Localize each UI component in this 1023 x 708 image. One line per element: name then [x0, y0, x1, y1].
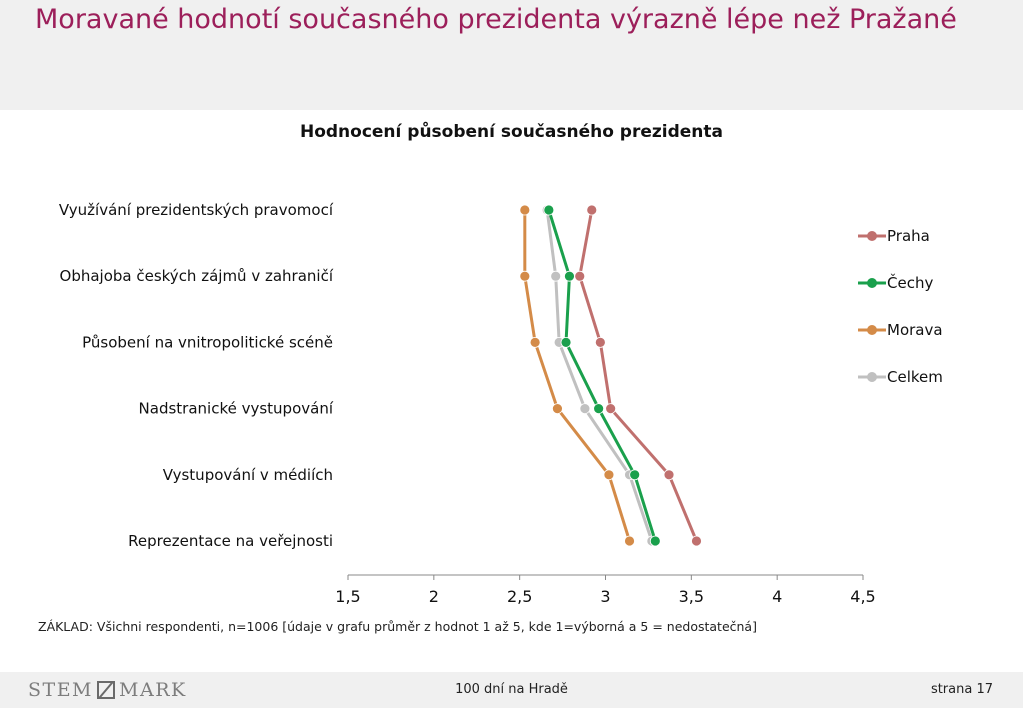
category-label: Reprezentace na veřejnosti [128, 532, 333, 550]
logo-slash-icon [97, 681, 116, 699]
data-point-morava [552, 403, 563, 415]
footer-band: STEM MARK 100 dní na Hradě strana 17 [0, 672, 1023, 708]
footer-caption: 100 dní na Hradě [455, 682, 568, 697]
category-label: Využívání prezidentských pravomocí [59, 201, 334, 219]
header-band: Moravané hodnotí současného prezidenta v… [0, 0, 1023, 110]
legend-label: Morava [887, 321, 943, 339]
data-point-morava [519, 204, 531, 216]
data-point-praha [586, 204, 598, 216]
legend-label: Čechy [887, 273, 933, 292]
data-point-praha [691, 535, 702, 547]
series-line-čechy [547, 209, 657, 542]
legend-swatch-marker [867, 231, 877, 241]
data-point-čechy [543, 204, 555, 216]
x-tick-label: 3,5 [679, 587, 704, 606]
data-point-praha [663, 469, 675, 481]
legend-swatch-marker [867, 325, 877, 335]
data-point-morava [624, 535, 635, 547]
data-point-morava [529, 336, 541, 348]
data-point-praha [574, 270, 586, 282]
x-tick-label: 3 [600, 587, 610, 606]
line-chart: Využívání prezidentských pravomocí Obhajo… [59, 201, 943, 606]
data-point-čechy [564, 270, 575, 282]
legend-swatch-marker [867, 278, 877, 288]
page-number: strana 17 [930, 682, 993, 697]
data-point-praha [605, 403, 617, 415]
series-line-celkem [545, 209, 654, 542]
category-label: Vystupování v médiích [163, 466, 333, 484]
stem-mark-logo: STEM MARK [28, 679, 187, 701]
chart-title: Hodnocení působení současného prezidenta [299, 122, 724, 142]
series-line-praha [578, 209, 698, 542]
legend-swatch-marker [867, 372, 877, 382]
x-tick-label: 4,5 [850, 587, 875, 606]
x-tick-label: 2,5 [507, 587, 532, 606]
data-point-morava [519, 270, 531, 282]
data-point-čechy [560, 336, 572, 348]
category-label: Obhajoba českých zájmů v zahraničí [60, 267, 334, 285]
page-title: Moravané hodnotí současného prezidenta v… [35, 4, 957, 35]
x-tick-label: 2 [429, 587, 439, 606]
x-tick-label: 1,5 [335, 587, 360, 606]
series-line-morava [523, 210, 631, 542]
category-label: Působení na vnitropolitické scéně [82, 333, 333, 351]
data-point-praha [594, 336, 606, 348]
data-point-morava [603, 469, 615, 481]
data-point-celkem [579, 403, 591, 415]
legend-label: Celkem [887, 368, 943, 386]
data-point-čechy [629, 469, 641, 481]
footnote: ZÁKLAD: Všichni respondenti, n=1006 [úda… [38, 619, 757, 634]
data-point-celkem [550, 270, 562, 282]
category-label: Nadstranické vystupování [139, 400, 334, 418]
x-tick-label: 4 [772, 587, 782, 606]
data-point-čechy [649, 535, 661, 547]
legend-label: Praha [887, 227, 930, 245]
data-point-čechy [593, 403, 605, 415]
